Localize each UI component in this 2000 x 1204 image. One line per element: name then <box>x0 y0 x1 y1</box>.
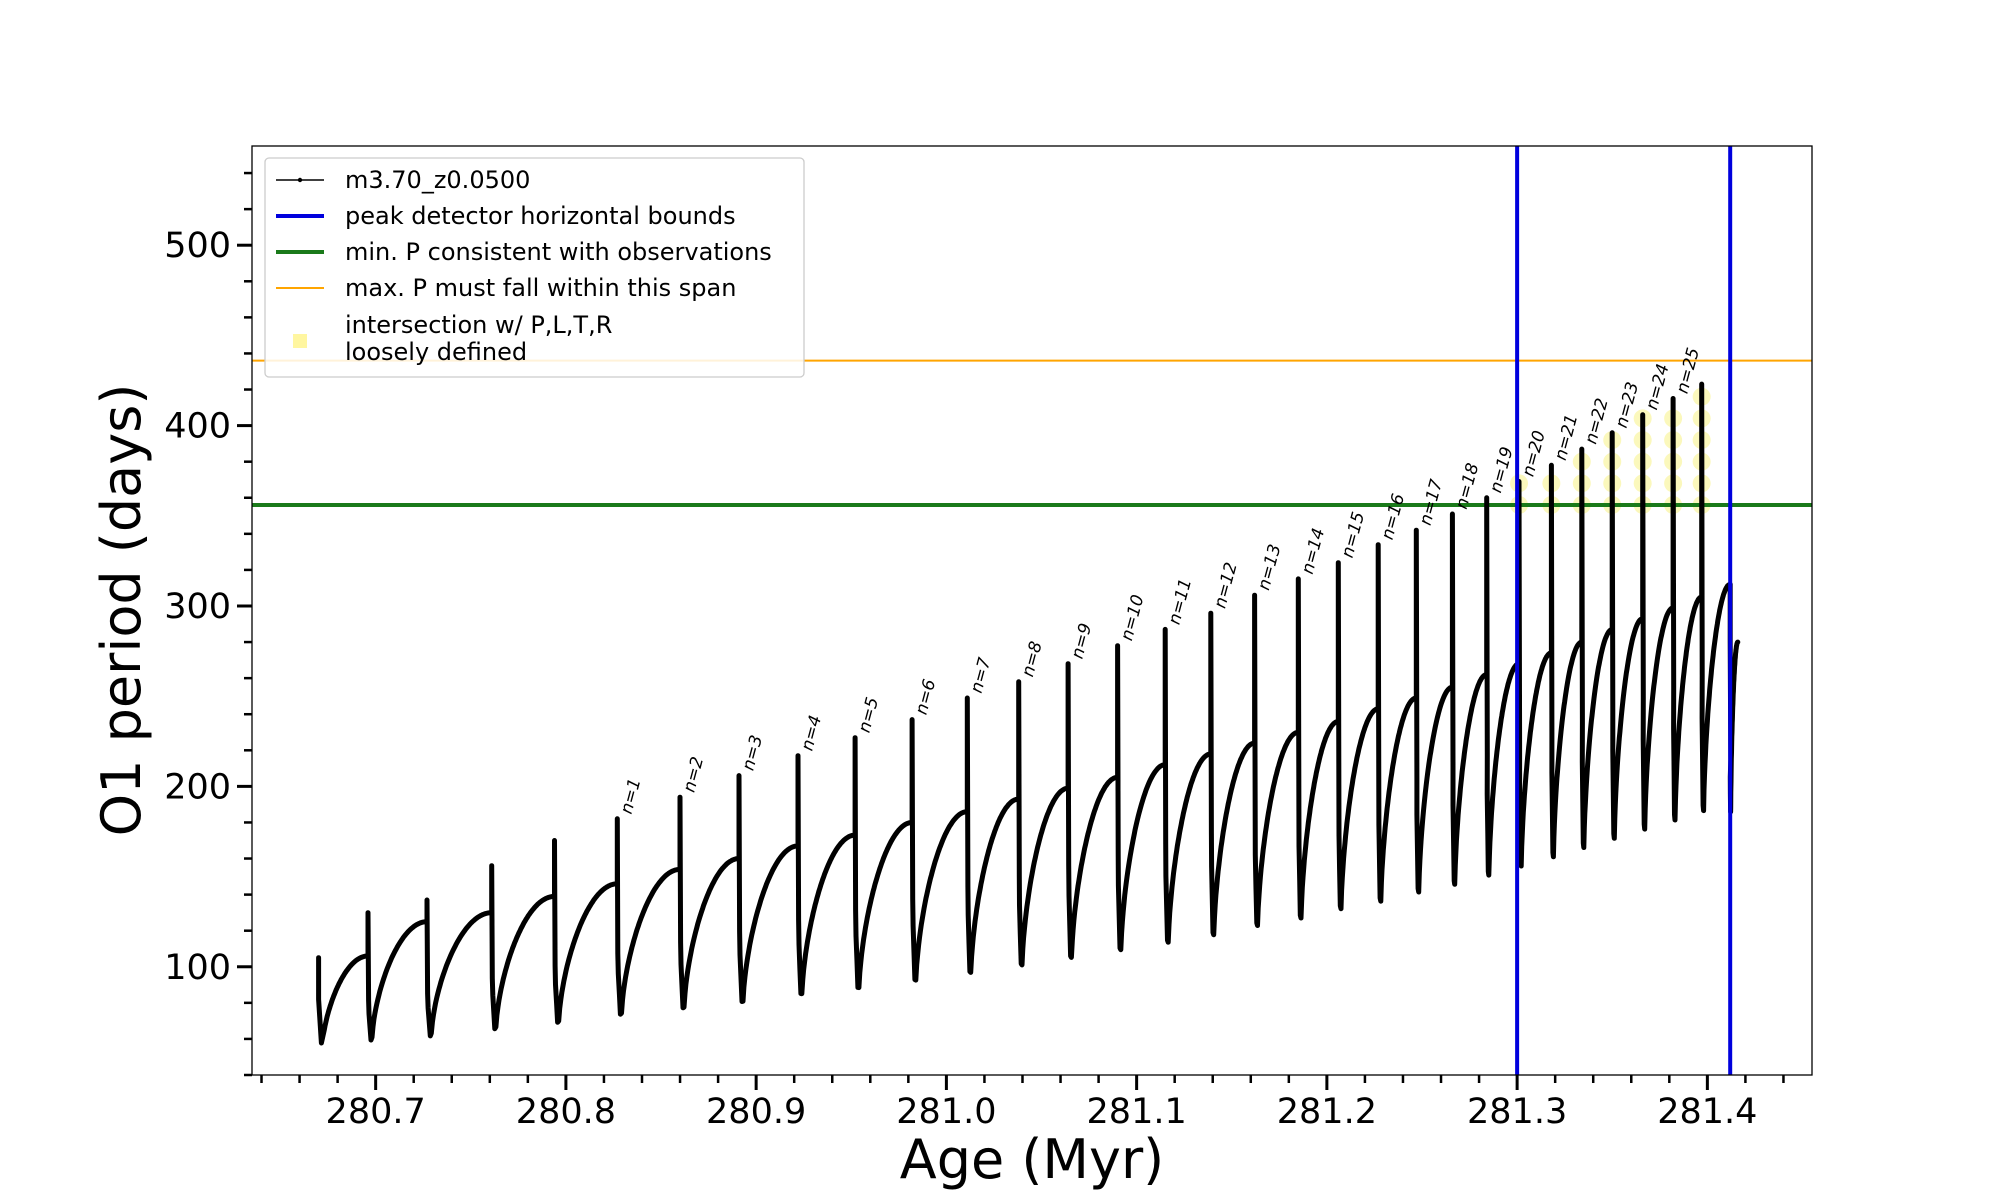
legend-box <box>264 157 805 378</box>
x-tick-label: 281.0 <box>896 1092 996 1132</box>
legend-label-min-p: min. P consistent with observations <box>345 238 772 266</box>
legend-label-model: m3.70_z0.0500 <box>345 166 530 194</box>
legend-label-peak-bounds: peak detector horizontal bounds <box>345 202 736 230</box>
legend: m3.70_z0.0500 peak detector horizontal b… <box>264 157 805 378</box>
y-tick-label: 100 <box>164 948 231 988</box>
x-axis-label: Age (Myr) <box>900 1128 1165 1191</box>
vertical-lines <box>1515 146 1733 1075</box>
x-tick-label: 280.9 <box>706 1092 806 1132</box>
legend-marker-model <box>297 177 303 183</box>
x-tick-label: 281.1 <box>1087 1092 1187 1132</box>
y-tick-label: 200 <box>164 767 231 807</box>
x-tick-label: 281.3 <box>1467 1092 1567 1132</box>
y-tick-label: 500 <box>164 226 231 266</box>
series-line-group <box>316 381 1741 1046</box>
x-tick-label: 281.4 <box>1657 1092 1757 1132</box>
y-axis: 100 200 300 400 500 <box>164 171 252 1077</box>
x-axis: 280.7 280.8 280.9 281.0 281.1 281.2 281.3 281.4 <box>260 1075 1785 1132</box>
y-axis-label: O1 period (days) <box>90 384 153 837</box>
y-tick-label: 300 <box>164 587 231 627</box>
plot-frame <box>251 145 1813 1076</box>
x-tick-label: 280.7 <box>326 1092 426 1132</box>
legend-label-intersection-line2: loosely defined <box>345 338 527 366</box>
x-tick-label: 280.8 <box>516 1092 616 1132</box>
legend-label-max-p: max. P must fall within this span <box>345 274 736 302</box>
intersection-markers <box>1510 387 1711 514</box>
legend-marker-intersection <box>293 334 307 348</box>
legend-label-intersection-line1: intersection w/ P,L,T,R <box>345 311 612 339</box>
series-line-model <box>316 381 1741 1046</box>
y-tick-label: 400 <box>164 407 231 447</box>
x-tick-label: 281.2 <box>1277 1092 1377 1132</box>
